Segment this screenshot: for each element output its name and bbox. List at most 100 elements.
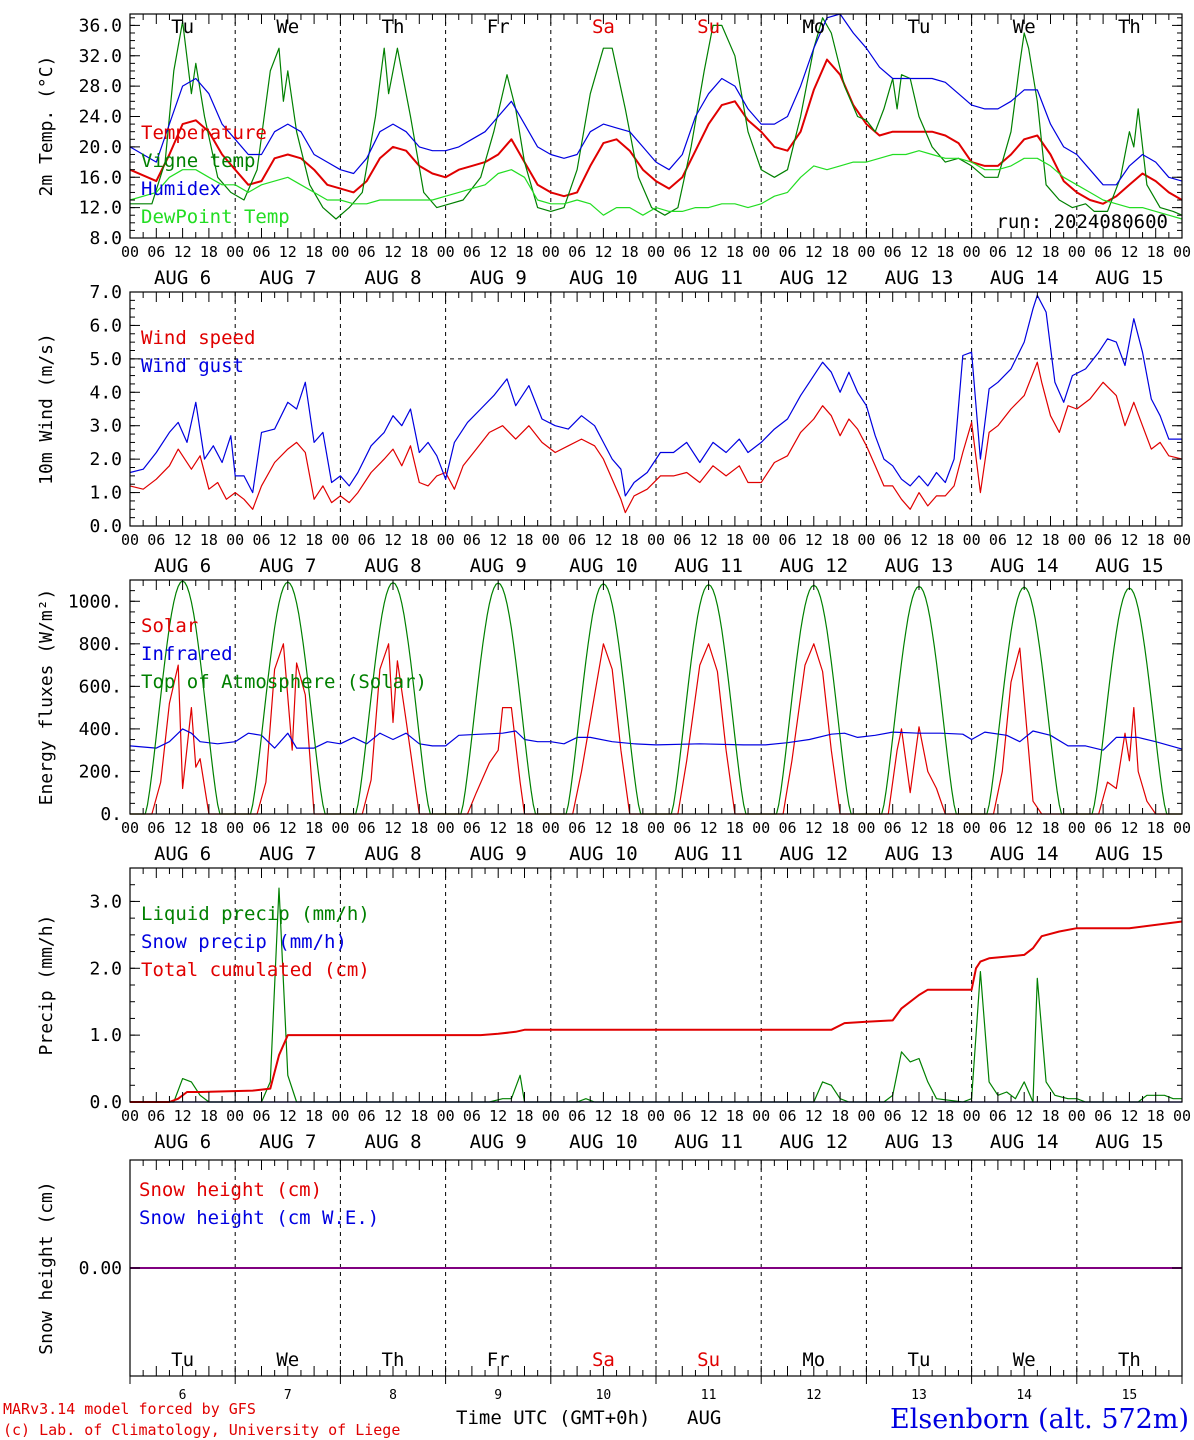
hour-label: 18: [305, 819, 323, 837]
hour-label: 00: [1173, 819, 1191, 837]
hour-label: 18: [1041, 531, 1059, 549]
hour-label: 06: [252, 819, 270, 837]
y-tick-label: 12.0: [79, 198, 122, 219]
hour-label: 18: [410, 1107, 428, 1125]
hour-label: 12: [1120, 531, 1138, 549]
y-tick-label: 800.: [79, 634, 122, 655]
day-of-week-label: Fr: [487, 1349, 510, 1371]
hour-label: 18: [726, 819, 744, 837]
hour-label: 06: [778, 1107, 796, 1125]
y-tick-label: 400.: [79, 719, 122, 740]
date-label: AUG 6: [154, 555, 211, 577]
series-total-cumulated-cm-: [130, 920, 1183, 1103]
y-tick-label: 8.0: [89, 228, 122, 249]
day-number-label: 7: [284, 1388, 292, 1403]
day-number-label: 10: [596, 1388, 612, 1403]
hour-label: 06: [989, 243, 1007, 261]
hour-label: 12: [700, 1107, 718, 1125]
day-of-week-label: Sa: [592, 16, 615, 38]
hour-label: 00: [331, 531, 349, 549]
series-liquid-precip-mm-h-: [130, 887, 1182, 1103]
hour-label: 18: [831, 819, 849, 837]
y-tick-label: 4.0: [89, 382, 122, 403]
date-label: AUG 11: [674, 1131, 743, 1153]
y-tick-label: 0.0: [89, 1092, 122, 1113]
hour-label: 12: [1015, 1107, 1033, 1125]
hour-label: 00: [331, 819, 349, 837]
hour-label: 18: [200, 819, 218, 837]
y-tick-label: 3.0: [89, 891, 122, 912]
hour-label: 12: [700, 243, 718, 261]
hour-label: 00: [121, 819, 139, 837]
day-of-week-label: We: [276, 16, 299, 38]
hour-label: 00: [542, 819, 560, 837]
y-axis-label: 2m Temp. (°C): [36, 56, 57, 197]
hour-label: 12: [700, 531, 718, 549]
y-tick-label: 36.0: [79, 15, 122, 36]
legend-entry: Vigne temp: [141, 150, 255, 172]
hour-label: 00: [963, 243, 981, 261]
hour-label: 06: [673, 1107, 691, 1125]
hour-label: 12: [1015, 243, 1033, 261]
date-label: AUG 12: [779, 555, 848, 577]
date-label: AUG 8: [364, 1131, 421, 1153]
day-of-week-label: Sa: [592, 1349, 615, 1371]
day-of-week-label: Tu: [908, 1349, 931, 1371]
hour-label: 06: [1094, 819, 1112, 837]
hour-label: 18: [410, 819, 428, 837]
hour-label: 12: [1120, 819, 1138, 837]
hour-label: 18: [621, 531, 639, 549]
hour-label: 00: [752, 819, 770, 837]
hour-label: 18: [200, 243, 218, 261]
hour-label: 06: [673, 531, 691, 549]
series-wind-gust: [129, 294, 1182, 497]
hour-label: 12: [594, 531, 612, 549]
date-label: AUG 15: [1095, 267, 1164, 289]
y-tick-label: 5.0: [89, 349, 122, 370]
hour-label: 18: [305, 1107, 323, 1125]
hour-label: 00: [1068, 819, 1086, 837]
hour-label: 18: [515, 1107, 533, 1125]
hour-label: 18: [305, 531, 323, 549]
legend-entry: Snow precip (mm/h): [141, 931, 347, 953]
hour-label: 00: [857, 1107, 875, 1125]
day-of-week-label: Th: [1118, 16, 1141, 38]
hour-label: 00: [752, 243, 770, 261]
hour-label: 06: [568, 819, 586, 837]
hour-label: 18: [200, 1107, 218, 1125]
hour-label: 00: [542, 243, 560, 261]
day-number-label: 15: [1122, 1388, 1138, 1403]
hour-label: 00: [857, 819, 875, 837]
hour-label: 12: [1120, 243, 1138, 261]
legend-entry: Snow height (cm): [139, 1179, 322, 1201]
hour-label: 00: [437, 819, 455, 837]
series-infrared: [129, 728, 1183, 751]
hour-label: 18: [936, 1107, 954, 1125]
y-tick-label: 1.0: [89, 1025, 122, 1046]
date-label: AUG 8: [364, 267, 421, 289]
date-label: AUG 13: [885, 1131, 954, 1153]
day-of-week-label: Su: [697, 16, 720, 38]
hour-label: 00: [226, 819, 244, 837]
hour-label: 00: [647, 243, 665, 261]
hour-label: 06: [884, 1107, 902, 1125]
y-tick-label: 1.0: [89, 483, 122, 504]
hour-label: 12: [279, 243, 297, 261]
hour-label: 00: [437, 243, 455, 261]
hour-label: 12: [174, 1107, 192, 1125]
hour-label: 00: [963, 819, 981, 837]
y-tick-label: 24.0: [79, 107, 122, 128]
day-of-week-label: Su: [697, 1349, 720, 1371]
hour-label: 18: [831, 243, 849, 261]
series-humidex: [129, 13, 1183, 186]
date-label: AUG 9: [470, 1131, 527, 1153]
hour-label: 06: [252, 1107, 270, 1125]
time-axis-label: Time UTC (GMT+0h): [456, 1407, 650, 1429]
date-label: AUG 10: [569, 1131, 638, 1153]
date-label: AUG 8: [364, 555, 421, 577]
hour-label: 12: [489, 1107, 507, 1125]
hour-label: 18: [305, 243, 323, 261]
date-label: AUG 7: [259, 555, 316, 577]
y-tick-label: 20.0: [79, 137, 122, 158]
hour-label: 12: [279, 531, 297, 549]
